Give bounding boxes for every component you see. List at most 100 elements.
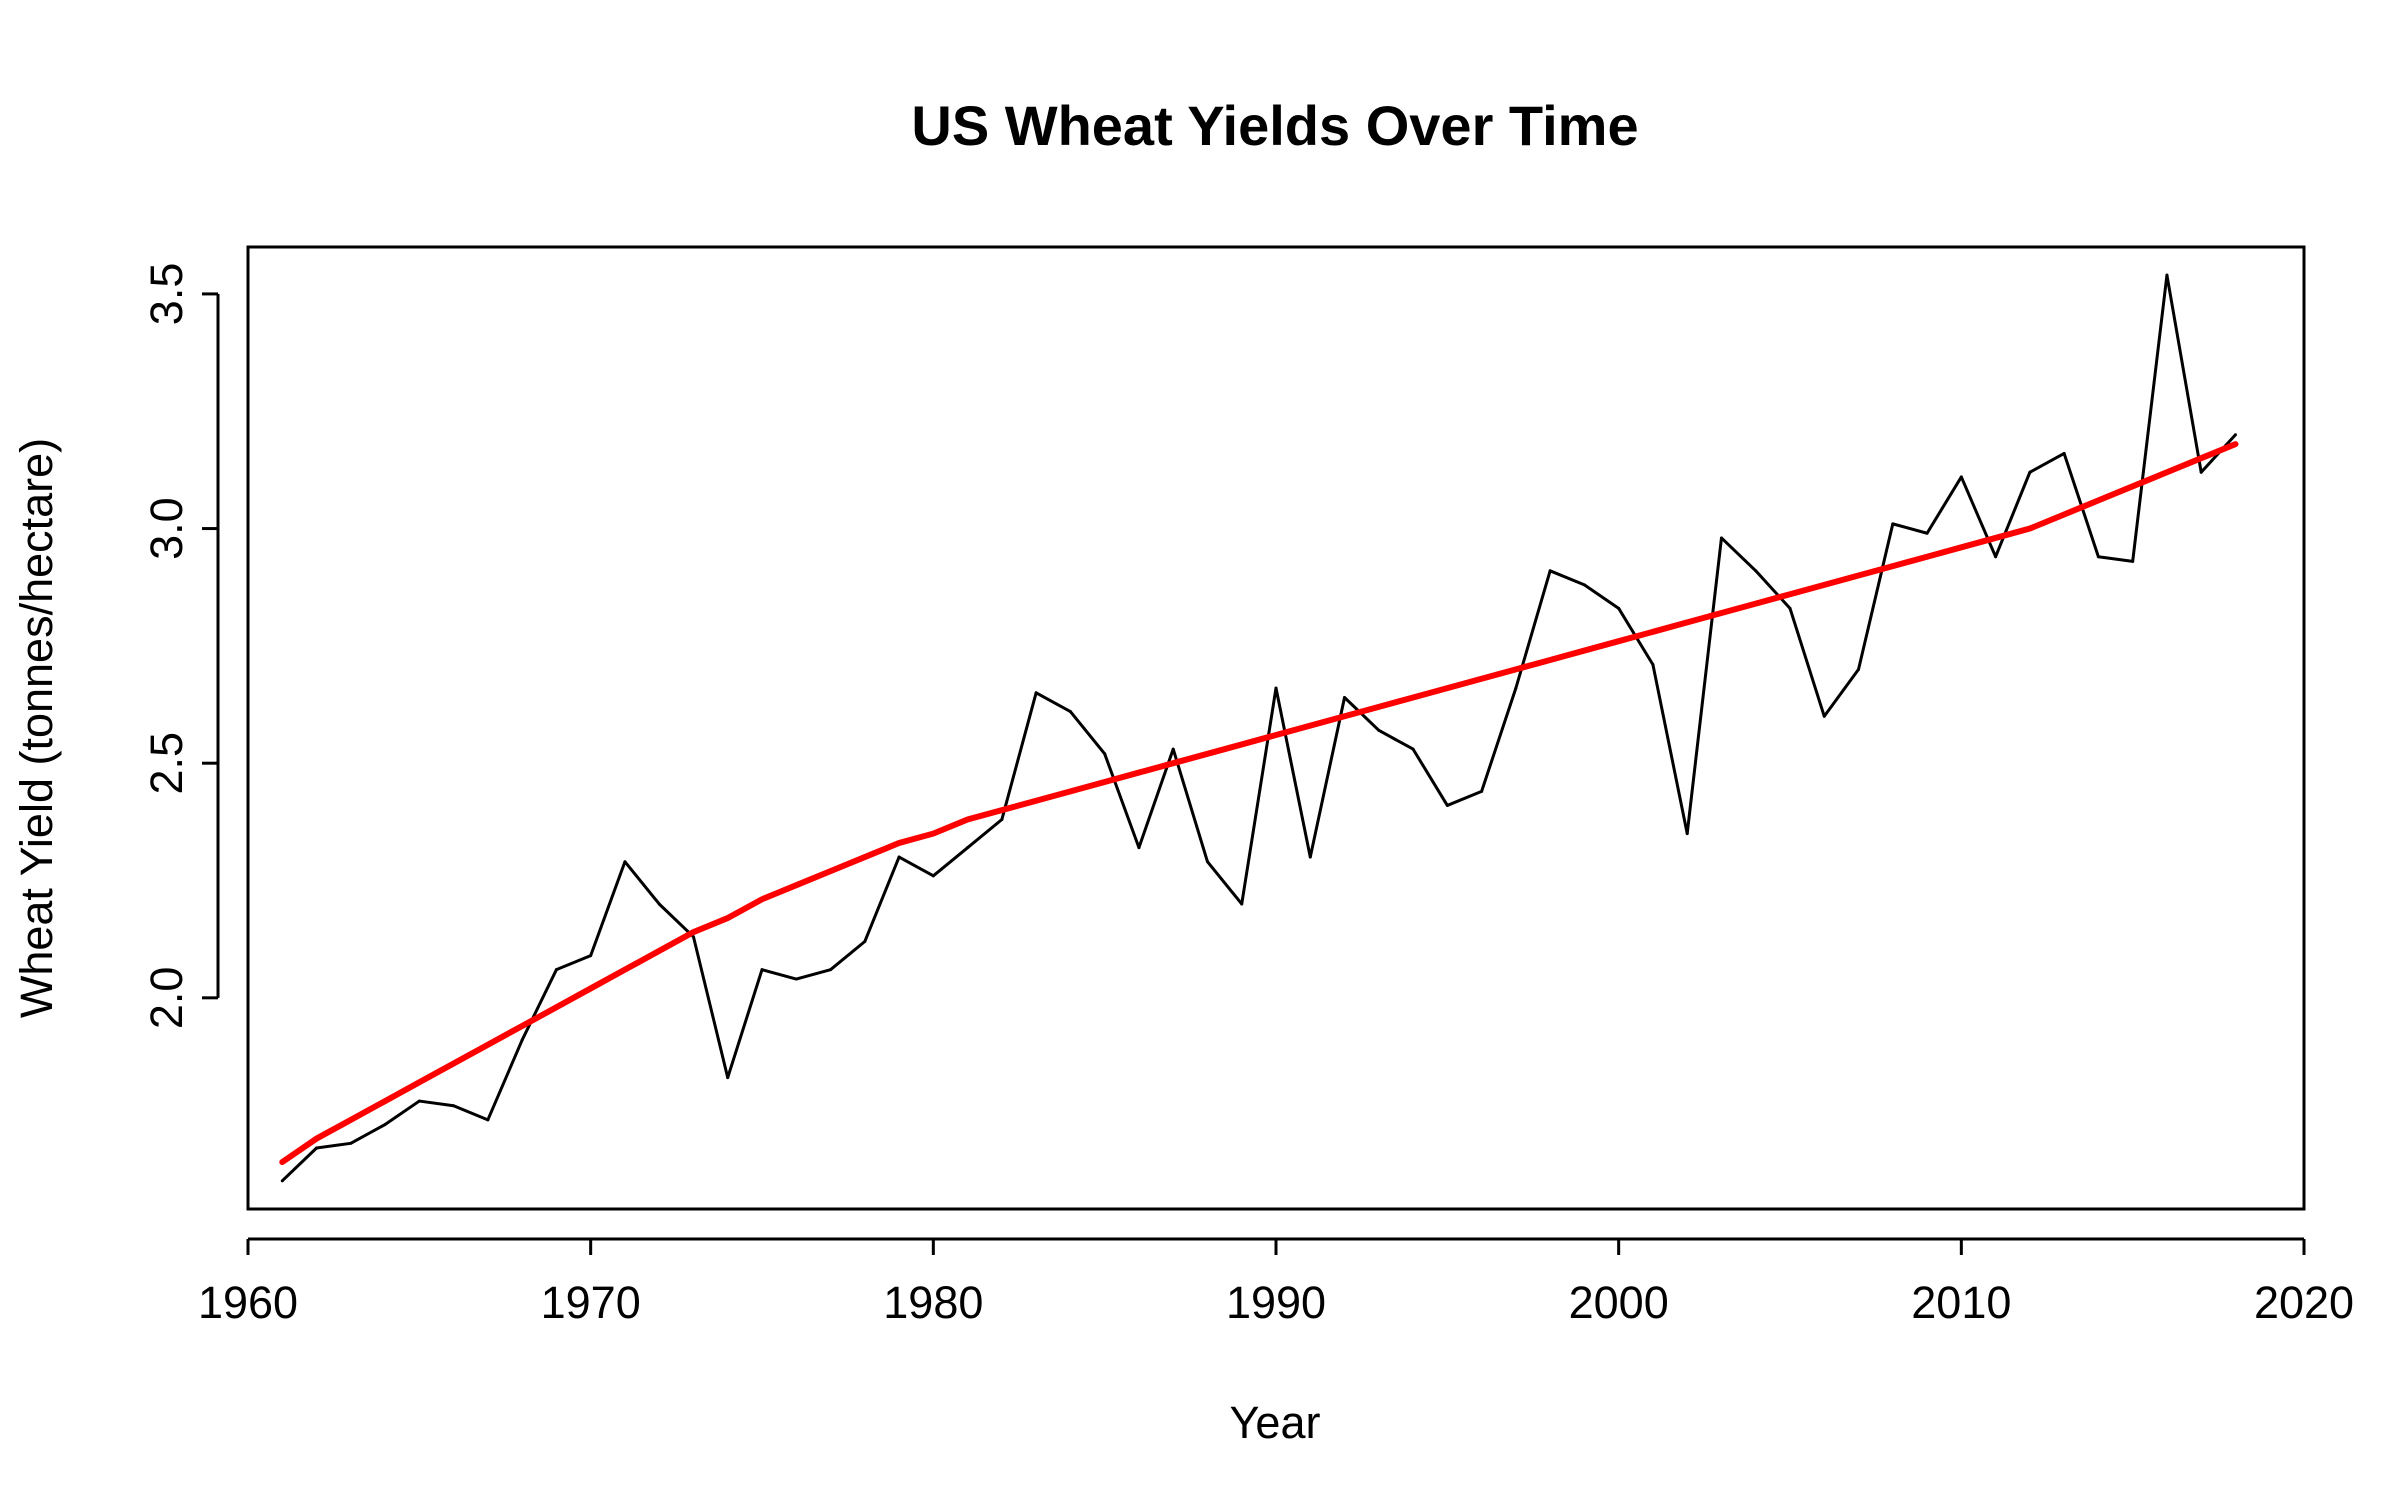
trend-point: [1068, 789, 1072, 793]
x-tick-label: 1990: [1226, 1277, 1326, 1328]
x-axis-ticks: 1960 1970 1980 1990 2000 2010 2020: [198, 1239, 2354, 1328]
y-tick-label: 2.0: [141, 967, 192, 1030]
trend-point: [2028, 527, 2032, 531]
trend-line: [279, 441, 2239, 1166]
trend-point: [1651, 630, 1655, 634]
trend-point: [280, 1160, 284, 1164]
trend-point: [1445, 686, 1449, 690]
wheat-yield-point: [1959, 475, 1963, 479]
trend-point: [1994, 536, 1998, 540]
trend-point: [1617, 639, 1621, 643]
trend-point: [691, 930, 695, 934]
wheat-yield-point: [2062, 451, 2066, 455]
wheat-yield-point: [1034, 691, 1038, 695]
trend-point: [1034, 799, 1038, 803]
wheat-yield-point: [2165, 273, 2169, 277]
trend-point: [829, 869, 833, 873]
trend-point: [1377, 705, 1381, 709]
trend-point: [1719, 611, 1723, 615]
wheat-yield-point: [1445, 803, 1449, 807]
wheat-yield-point: [2199, 470, 2203, 474]
trend-point: [1822, 583, 1826, 587]
wheat-yield-point: [1068, 710, 1072, 714]
trend-point: [2233, 442, 2237, 446]
trend-point: [1857, 573, 1861, 577]
trend-point: [452, 1062, 456, 1066]
trend-point: [554, 1005, 558, 1009]
wheat-yield-point: [1343, 695, 1347, 699]
wheat-yield-point: [417, 1099, 421, 1103]
wheat-yield-point: [520, 1038, 524, 1042]
wheat-yield-point: [1857, 667, 1861, 671]
y-tick-label: 3.0: [141, 497, 192, 560]
wheat-yield-point: [1103, 752, 1107, 756]
trend-point: [1788, 592, 1792, 596]
trend-point: [1925, 555, 1929, 559]
wheat-yield-point: [1308, 855, 1312, 859]
wheat-yield-point: [726, 1076, 730, 1080]
wheat-yield-point: [863, 940, 867, 944]
wheat-yield-point: [1514, 686, 1518, 690]
x-tick-label: 1980: [883, 1277, 983, 1328]
wheat-yield-point: [794, 977, 798, 981]
wheat-yield-point: [1274, 686, 1278, 690]
wheat-yield-point: [2028, 470, 2032, 474]
wheat-yield-point: [1137, 846, 1141, 850]
wheat-yield-point: [383, 1123, 387, 1127]
wheat-yield-point: [931, 874, 935, 878]
wheat-yield-point: [1617, 606, 1621, 610]
y-tick-label: 3.5: [141, 263, 192, 326]
trend-point: [1274, 733, 1278, 737]
y-axis-label: Wheat Yield (tonnes/hectare): [11, 438, 62, 1018]
trend-point: [1205, 752, 1209, 756]
trend-point: [2199, 456, 2203, 460]
trend-point: [1685, 620, 1689, 624]
trend-point: [1891, 564, 1895, 568]
wheat-yield-point: [2233, 433, 2237, 437]
trend-point: [931, 832, 935, 836]
wheat-yield-point: [1411, 747, 1415, 751]
wheat-yield-point: [623, 860, 627, 864]
trend-point: [1480, 677, 1484, 681]
trend-point: [1582, 649, 1586, 653]
wheat-yield-point: [1171, 747, 1175, 751]
trend-point: [383, 1099, 387, 1103]
wheat-yield-point: [280, 1179, 284, 1183]
wheat-yield-point: [897, 855, 901, 859]
trend-point: [760, 897, 764, 901]
wheat-yield-point: [589, 954, 593, 958]
wheat-yield-point: [691, 935, 695, 939]
trend-point: [2165, 470, 2169, 474]
wheat-yield-point: [2131, 559, 2135, 563]
plot-area-frame: [246, 245, 2306, 1211]
trend-point: [863, 855, 867, 859]
wheat-yield-point: [1994, 555, 1998, 559]
x-tick-label: 2010: [1911, 1277, 2011, 1328]
wheat-yield-point: [760, 968, 764, 972]
wheat-yield-point: [1719, 536, 1723, 540]
trend-line-points: [280, 442, 2237, 1164]
wheat-yield-point: [554, 968, 558, 972]
trend-point: [349, 1118, 353, 1122]
wheat-yield-point: [1548, 569, 1552, 573]
wheat-yield-point: [1788, 606, 1792, 610]
wheat-yield-point: [1925, 531, 1929, 535]
wheat-yield-point: [349, 1141, 353, 1145]
x-tick-label: 2000: [1569, 1277, 1669, 1328]
y-axis-ticks: 2.0 2.5 3.0 3.5: [141, 263, 218, 1029]
trend-point: [726, 916, 730, 920]
wheat-yield-point: [486, 1118, 490, 1122]
x-tick-label: 1970: [541, 1277, 641, 1328]
wheat-yield-point: [1480, 789, 1484, 793]
wheat-yield-point: [1377, 728, 1381, 732]
trend-point: [1411, 695, 1415, 699]
chart-title: US Wheat Yields Over Time: [911, 94, 1638, 157]
wheat-yield-point: [1685, 832, 1689, 836]
wheat-yield-point: [966, 846, 970, 850]
trend-point: [315, 1137, 319, 1141]
trend-point: [1959, 545, 1963, 549]
wheat-yield-point: [1822, 714, 1826, 718]
trend-point: [1240, 742, 1244, 746]
